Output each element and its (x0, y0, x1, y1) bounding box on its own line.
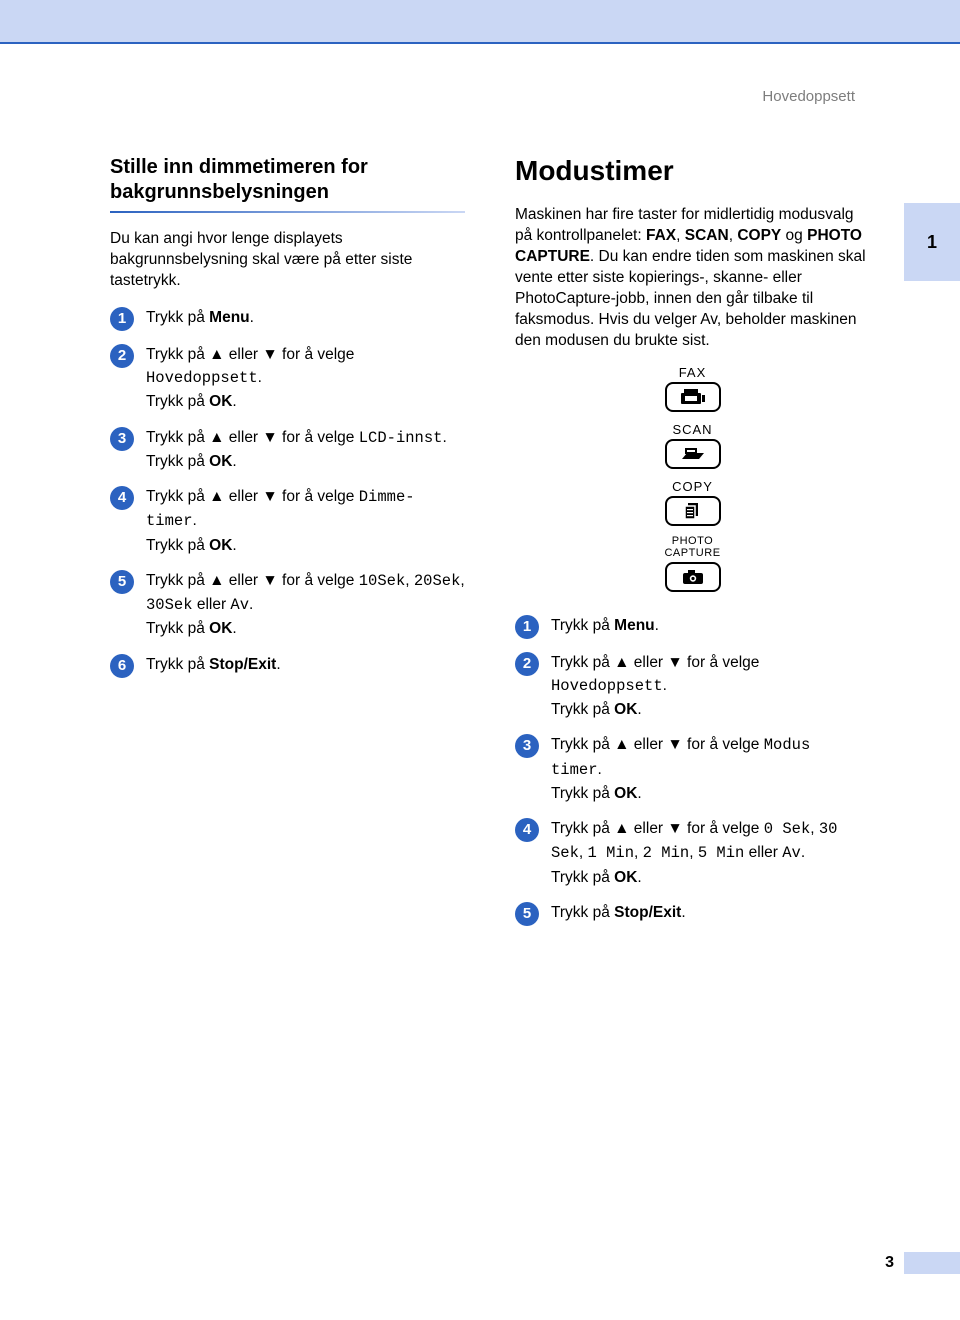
mode-key-label: FAX (633, 365, 753, 380)
step-number: 5 (515, 902, 539, 926)
step-text: Trykk på ▲ eller ▼ for å velge Dimme-tim… (146, 485, 465, 557)
mode-key-label: COPY (633, 479, 753, 494)
right-steps: 1 Trykk på Menu. 2 Trykk på ▲ eller ▼ for å… (515, 614, 870, 926)
step-text: Trykk på Menu. (146, 306, 254, 329)
page-number: 3 (875, 1252, 904, 1274)
left-column: Stille inn dimmetimeren for bakgrunnsbel… (110, 155, 465, 938)
step-number: 2 (110, 344, 134, 368)
step: 1 Trykk på Menu. (515, 614, 870, 639)
step: 3 Trykk på ▲ eller ▼ for å velge LCD-inns… (110, 426, 465, 474)
step: 2 Trykk på ▲ eller ▼ for å velge Hovedopp… (515, 651, 870, 722)
step: 4 Trykk på ▲ eller ▼ for å velge 0 Sek, 3… (515, 817, 870, 889)
step-text: Trykk på Stop/Exit. (146, 653, 281, 676)
mode-key-label: SCAN (633, 422, 753, 437)
page: Hovedoppsett 1 Stille inn dimmetimeren f… (0, 0, 960, 1320)
step: 6 Trykk på Stop/Exit. (110, 653, 465, 678)
step: 5 Trykk på ▲ eller ▼ for å velge 10Sek, 2… (110, 569, 465, 641)
step: 4 Trykk på ▲ eller ▼ for å velge Dimme-ti… (110, 485, 465, 557)
step-text: Trykk på ▲ eller ▼ for å velge LCD-innst… (146, 426, 447, 474)
step-text: Trykk på ▲ eller ▼ for å velge Hovedopps… (146, 343, 465, 414)
top-rule (0, 42, 960, 44)
step-text: Trykk på ▲ eller ▼ for å velge 10Sek, 20… (146, 569, 465, 641)
step: 5 Trykk på Stop/Exit. (515, 901, 870, 926)
step-text: Trykk på ▲ eller ▼ for å velge Hovedopps… (551, 651, 870, 722)
step-number: 1 (515, 615, 539, 639)
top-band (0, 0, 960, 42)
left-steps: 1 Trykk på Menu. 2 Trykk på ▲ eller ▼ for å… (110, 306, 465, 678)
step-number: 4 (110, 486, 134, 510)
right-column: Modustimer Maskinen har fire taster for … (515, 155, 870, 938)
mode-key-scan: SCAN (633, 422, 753, 469)
step-text: Trykk på ▲ eller ▼ for å velge 0 Sek, 30… (551, 817, 870, 889)
left-title: Stille inn dimmetimeren for bakgrunnsbel… (110, 155, 465, 205)
mode-key-copy: COPY (633, 479, 753, 526)
fax-icon (665, 382, 721, 412)
page-number-bar: 3 (875, 1252, 960, 1274)
mode-keypad: FAX SCAN COPY PHOTOCAPTURE (633, 365, 753, 591)
step-number: 1 (110, 307, 134, 331)
step-text: Trykk på ▲ eller ▼ for å velge Modus tim… (551, 733, 870, 805)
step: 3 Trykk på ▲ eller ▼ for å velge Modus ti… (515, 733, 870, 805)
page-number-tab (904, 1252, 960, 1274)
content: Stille inn dimmetimeren for bakgrunnsbel… (110, 155, 870, 938)
step-number: 3 (515, 734, 539, 758)
right-title: Modustimer (515, 155, 870, 187)
mode-key-label: PHOTOCAPTURE (633, 536, 753, 559)
left-title-rule (110, 211, 465, 213)
camera-icon (665, 562, 721, 592)
step-number: 6 (110, 654, 134, 678)
step: 2 Trykk på ▲ eller ▼ for å velge Hovedopp… (110, 343, 465, 414)
step-number: 3 (110, 427, 134, 451)
step-number: 4 (515, 818, 539, 842)
step-text: Trykk på Stop/Exit. (551, 901, 686, 924)
step-number: 5 (110, 570, 134, 594)
step-number: 2 (515, 652, 539, 676)
mode-key-fax: FAX (633, 365, 753, 412)
left-intro: Du kan angi hvor lenge displayets bakgru… (110, 229, 465, 292)
step: 1 Trykk på Menu. (110, 306, 465, 331)
copy-icon (665, 496, 721, 526)
chapter-thumb-tab: 1 (904, 203, 960, 281)
scan-icon (665, 439, 721, 469)
section-header: Hovedoppsett (762, 88, 855, 105)
mode-key-camera: PHOTOCAPTURE (633, 536, 753, 591)
step-text: Trykk på Menu. (551, 614, 659, 637)
right-intro: Maskinen har fire taster for midlertidig… (515, 205, 870, 351)
